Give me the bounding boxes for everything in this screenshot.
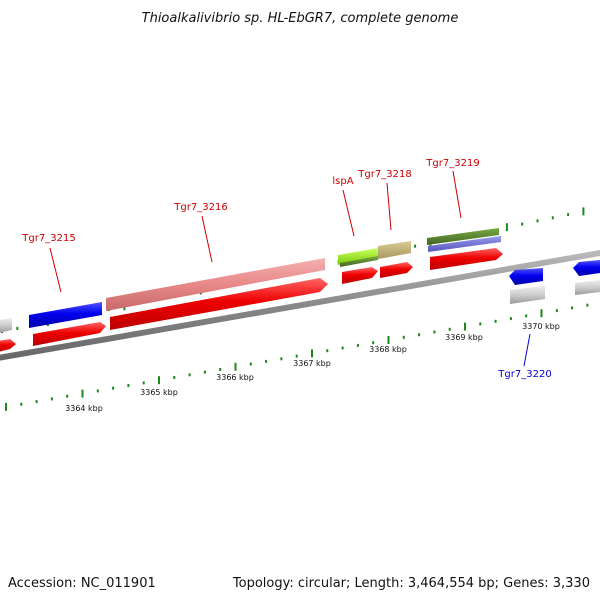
accession-text: Accession: NC_011901 [8,576,156,591]
tick-label-3365: 3365 kbp [140,388,178,397]
gene-lspa[interactable] [342,267,378,284]
gene-tgr7-3216-pseudo[interactable] [106,258,325,311]
gene-tgr7-3218-track[interactable] [378,241,411,259]
gene-tgr7-3215-reverse[interactable] [29,302,102,328]
gene-leader-line-3220 [523,333,531,367]
genome-summary-text: Topology: circular; Length: 3,464,554 bp… [232,576,590,591]
gene-label-tgr7-3215[interactable]: Tgr7_3215 [21,233,75,244]
gene-lspa-domain [340,256,378,267]
gene-tgr7-3219[interactable] [430,248,503,270]
gene-tgr7-3219-domain2 [428,236,501,252]
tick-label-3366: 3366 kbp [216,373,254,382]
gene-label-tgr7-3216[interactable]: Tgr7_3216 [173,202,227,213]
map-title: Thioalkalivibrio sp. HL-EbGR7, complete … [142,11,459,26]
genome-backbone [0,250,600,361]
cds-right-partial[interactable] [573,260,600,276]
gene-label-lspa[interactable]: lspA [332,176,353,187]
gene-tgr7-3220-rna [510,286,545,304]
gene-tgr7-3215-forward[interactable] [33,322,106,346]
gene-label-tgr7-3219[interactable]: Tgr7_3219 [425,158,479,169]
gene-lspa-track[interactable] [338,248,378,265]
tick-label-3369: 3369 kbp [445,333,483,342]
tick-label-3364: 3364 kbp [65,404,103,413]
gene-label-tgr7-3220[interactable]: Tgr7_3220 [497,369,551,380]
rna-feature-left [0,318,12,333]
tick-label-3367: 3367 kbp [293,359,331,368]
gene-leader-lines [49,170,462,293]
tick-label-3368: 3368 kbp [369,345,407,354]
inner-tick-track [5,303,589,411]
gene-tgr7-3216[interactable] [110,278,328,330]
rna-feature-right [575,280,600,295]
gene-tgr7-3218[interactable] [380,262,413,278]
gene-tgr7-3220[interactable] [509,268,543,285]
tick-label-3370: 3370 kbp [522,322,560,331]
cds-left-partial [0,339,16,352]
gene-tgr7-3219-domain [427,228,499,245]
gene-label-tgr7-3218[interactable]: Tgr7_3218 [357,169,411,180]
